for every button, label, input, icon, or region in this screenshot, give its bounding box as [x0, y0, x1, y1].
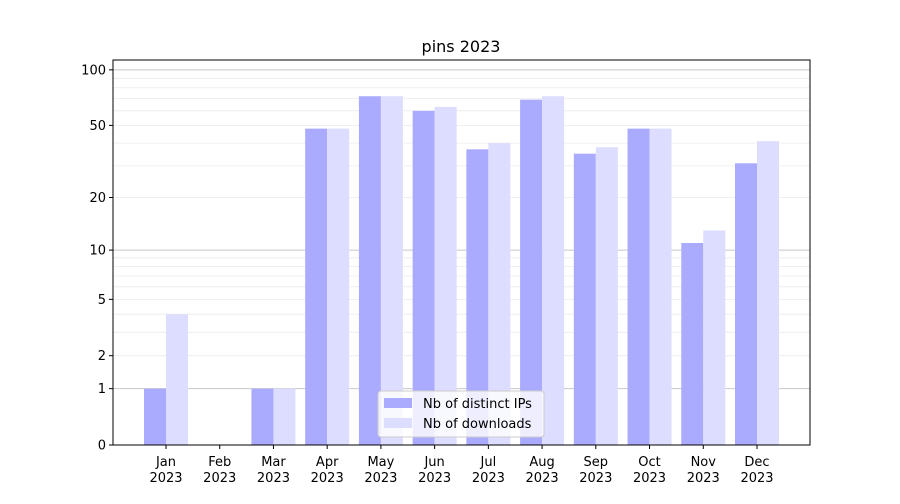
x-tick-label-line: 2023: [311, 471, 344, 486]
x-tick-label-line: 2023: [687, 471, 720, 486]
x-tick-label: Dec 2023: [740, 455, 773, 486]
legend-box: [377, 390, 545, 438]
x-tick-label-line: Nov: [691, 455, 717, 470]
x-tick-label: Oct 2023: [633, 455, 666, 486]
x-tick-label: Jun 2023: [418, 455, 451, 486]
x-tick-label: Apr 2023: [311, 455, 344, 486]
x-tick-label-line: Sep: [584, 455, 609, 470]
y-tick-label: 5: [98, 293, 106, 308]
legend-swatch: [384, 398, 412, 408]
x-tick-label-line: Jun: [423, 455, 444, 470]
x-tick-label-line: Jan: [155, 455, 176, 470]
x-tick-label-line: 2023: [579, 471, 612, 486]
x-tick-label-line: 2023: [526, 471, 559, 486]
x-tick-label-line: Dec: [744, 455, 769, 470]
bars: [144, 96, 779, 446]
x-tick-label-line: 2023: [418, 471, 451, 486]
bar-downloads: [595, 147, 618, 445]
bar-downloads: [757, 141, 779, 445]
x-tick-label-line: Feb: [208, 455, 231, 470]
y-tick-label: 20: [89, 191, 106, 206]
gridlines: [113, 69, 810, 390]
bar-distinct-ips: [681, 243, 704, 445]
x-tick-label-line: 2023: [364, 471, 397, 486]
x-tick-label: May 2023: [364, 455, 397, 486]
x-tick-label-line: 2023: [472, 471, 505, 486]
x-tick-label-line: Aug: [529, 455, 554, 470]
x-tick-label-line: Mar: [261, 455, 286, 470]
bar-distinct-ips: [251, 388, 274, 445]
bar-distinct-ips: [466, 149, 489, 445]
x-tick-label: Mar 2023: [257, 455, 290, 486]
x-tick-label-line: 2023: [203, 471, 236, 486]
x-tick-label: Nov 2023: [687, 455, 720, 486]
bar-distinct-ips: [144, 388, 166, 445]
x-tick-label-line: 2023: [257, 471, 290, 486]
x-tick-label: Jan 2023: [149, 455, 182, 486]
bar-downloads: [327, 128, 350, 446]
bar-downloads: [380, 96, 403, 446]
y-tick-label: 50: [89, 119, 106, 134]
bar-distinct-ips: [627, 128, 650, 446]
x-tick-label-line: Apr: [316, 455, 339, 470]
y-tick-label: 100: [81, 63, 106, 78]
bar-distinct-ips: [305, 128, 328, 446]
bar-downloads: [488, 143, 511, 445]
x-tick-label-line: Oct: [638, 455, 660, 470]
x-tick-label-line: 2023: [633, 471, 666, 486]
bar-distinct-ips: [412, 110, 435, 445]
y-axis: 0 1 2 5 10 20 50 100: [81, 63, 113, 454]
chart-title: pins 2023: [422, 37, 501, 56]
y-tick-label: 1: [98, 382, 106, 397]
legend-swatch: [384, 418, 412, 428]
bar-downloads: [542, 96, 565, 446]
x-tick-label: Feb 2023: [203, 455, 236, 486]
bar-downloads: [434, 106, 457, 445]
bar-downloads: [273, 388, 296, 445]
bar-downloads: [649, 128, 672, 446]
x-tick-label-line: May: [367, 455, 394, 470]
x-tick-label: Aug 2023: [526, 455, 559, 486]
bar-distinct-ips: [358, 96, 381, 446]
bar-distinct-ips: [520, 99, 543, 445]
y-tick-label: 2: [98, 349, 106, 364]
bar-distinct-ips: [573, 153, 596, 446]
y-tick-label: 10: [89, 244, 106, 259]
legend-label: Nb of downloads: [423, 417, 532, 432]
bar-downloads: [703, 230, 726, 445]
x-tick-label-line: 2023: [149, 471, 182, 486]
x-tick-label-line: 2023: [740, 471, 773, 486]
plot-frame: [112, 59, 811, 446]
x-tick-label: Sep 2023: [579, 455, 612, 486]
bar-downloads: [166, 314, 188, 445]
bar-distinct-ips: [735, 163, 757, 445]
legend: Nb of distinct IPs Nb of downloads: [377, 390, 545, 438]
legend-label: Nb of distinct IPs: [423, 397, 532, 412]
x-tick-label-line: Jul: [480, 455, 497, 470]
x-tick-label: Jul 2023: [472, 455, 505, 486]
y-tick-label: 0: [98, 439, 106, 454]
